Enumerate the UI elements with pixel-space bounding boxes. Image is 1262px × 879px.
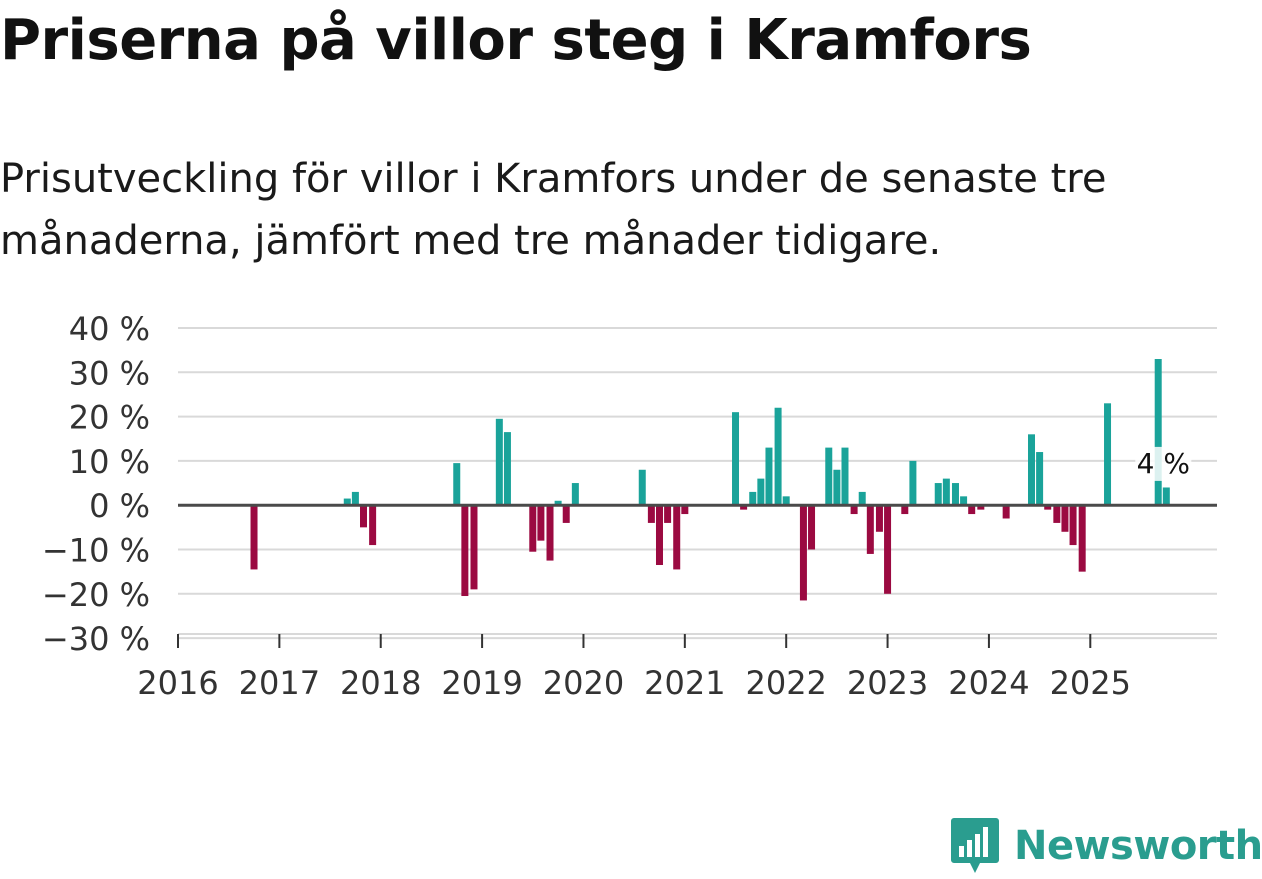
bar [866, 505, 874, 554]
y-tick-label: −20 % [42, 576, 150, 614]
bar [461, 505, 469, 597]
y-axis: 40 % 30 % 20 % 10 % 0 % −10 % −20 % −30 % [42, 310, 150, 658]
bar [782, 496, 790, 506]
bar [774, 407, 782, 506]
bar [901, 505, 909, 515]
x-tick-label: 2019 [441, 664, 522, 700]
bar [1036, 452, 1044, 506]
x-tick-label: 2020 [543, 664, 624, 700]
bar [1044, 505, 1052, 510]
bar [250, 505, 258, 570]
bar [858, 491, 866, 506]
x-tick-label: 2021 [644, 664, 725, 700]
chart-subtitle: Prisutveckling för villor i Kramfors und… [0, 156, 1107, 264]
x-tick-label: 2025 [1050, 664, 1131, 700]
annotation-group: 4 % [1135, 446, 1192, 481]
bar [799, 505, 807, 601]
bar [825, 447, 833, 506]
bar [1162, 487, 1170, 506]
bar [808, 505, 816, 550]
bar [554, 500, 562, 506]
bar [968, 505, 976, 515]
bar [529, 505, 537, 552]
bar [732, 412, 740, 506]
bar [841, 447, 849, 506]
bar [757, 478, 765, 506]
annotation-background [1135, 446, 1192, 481]
x-tick-label: 2022 [745, 664, 826, 700]
bar [369, 505, 377, 546]
bar [453, 463, 461, 506]
bar [1061, 505, 1069, 532]
bar [503, 432, 511, 506]
bar [850, 505, 858, 515]
bar [749, 491, 757, 506]
y-tick-label: 10 % [69, 443, 150, 481]
x-tick-label: 2017 [239, 664, 320, 700]
bar [655, 505, 663, 566]
x-tick-label: 2023 [847, 664, 928, 700]
bar [960, 496, 968, 506]
bar [740, 505, 748, 510]
bar [647, 505, 655, 523]
bar [934, 483, 942, 506]
bar [1154, 359, 1162, 506]
bar [495, 418, 503, 506]
x-tick-label: 2024 [948, 664, 1029, 700]
newsworthy-logo: Newsworthy [950, 816, 1262, 876]
bar [681, 505, 689, 515]
bar [875, 505, 883, 532]
bar [470, 505, 478, 590]
bar [359, 505, 367, 528]
bar [942, 478, 950, 506]
newsworthy-wordmark: Newsworthy [1014, 823, 1262, 869]
chart-title: Priserna på villor steg i Kramfors [0, 8, 1032, 73]
bar [673, 505, 681, 570]
bar [664, 505, 672, 523]
bar [571, 483, 579, 506]
bars [250, 359, 1170, 601]
bar [1002, 505, 1010, 519]
y-tick-label: 30 % [69, 354, 150, 392]
bar [351, 491, 359, 506]
y-tick-label: 40 % [69, 310, 150, 348]
y-tick-label: 0 % [89, 487, 150, 525]
bar [1028, 434, 1036, 506]
bar [1078, 505, 1086, 572]
bar [562, 505, 570, 523]
y-tick-label: 20 % [69, 399, 150, 437]
bar [1069, 505, 1077, 546]
newsworthy-bar-chart-icon [951, 818, 999, 873]
bar [833, 469, 841, 506]
x-tick-label: 2016 [137, 664, 218, 700]
grid-lines [178, 327, 1217, 640]
bar [884, 505, 892, 594]
y-tick-label: −10 % [42, 532, 150, 570]
bar [977, 505, 985, 510]
bar [909, 460, 917, 506]
bar [537, 505, 545, 541]
bar [638, 469, 646, 506]
x-tick-label: 2018 [340, 664, 421, 700]
bar [343, 498, 351, 506]
bar [765, 447, 773, 506]
bar [951, 483, 959, 506]
y-tick-label: −30 % [42, 620, 150, 658]
x-axis: 2016 2017 2018 2019 2020 2021 2022 2023 2024 2025 [137, 633, 1217, 700]
bar-chart: 40 %30 %20 %10 %0 %−10 %−20 %−30 % 2016 2… [42, 310, 1217, 700]
bar [546, 505, 554, 561]
bar [1053, 505, 1061, 523]
annotation-label: 4 % [1137, 447, 1190, 480]
bar [1104, 403, 1112, 506]
